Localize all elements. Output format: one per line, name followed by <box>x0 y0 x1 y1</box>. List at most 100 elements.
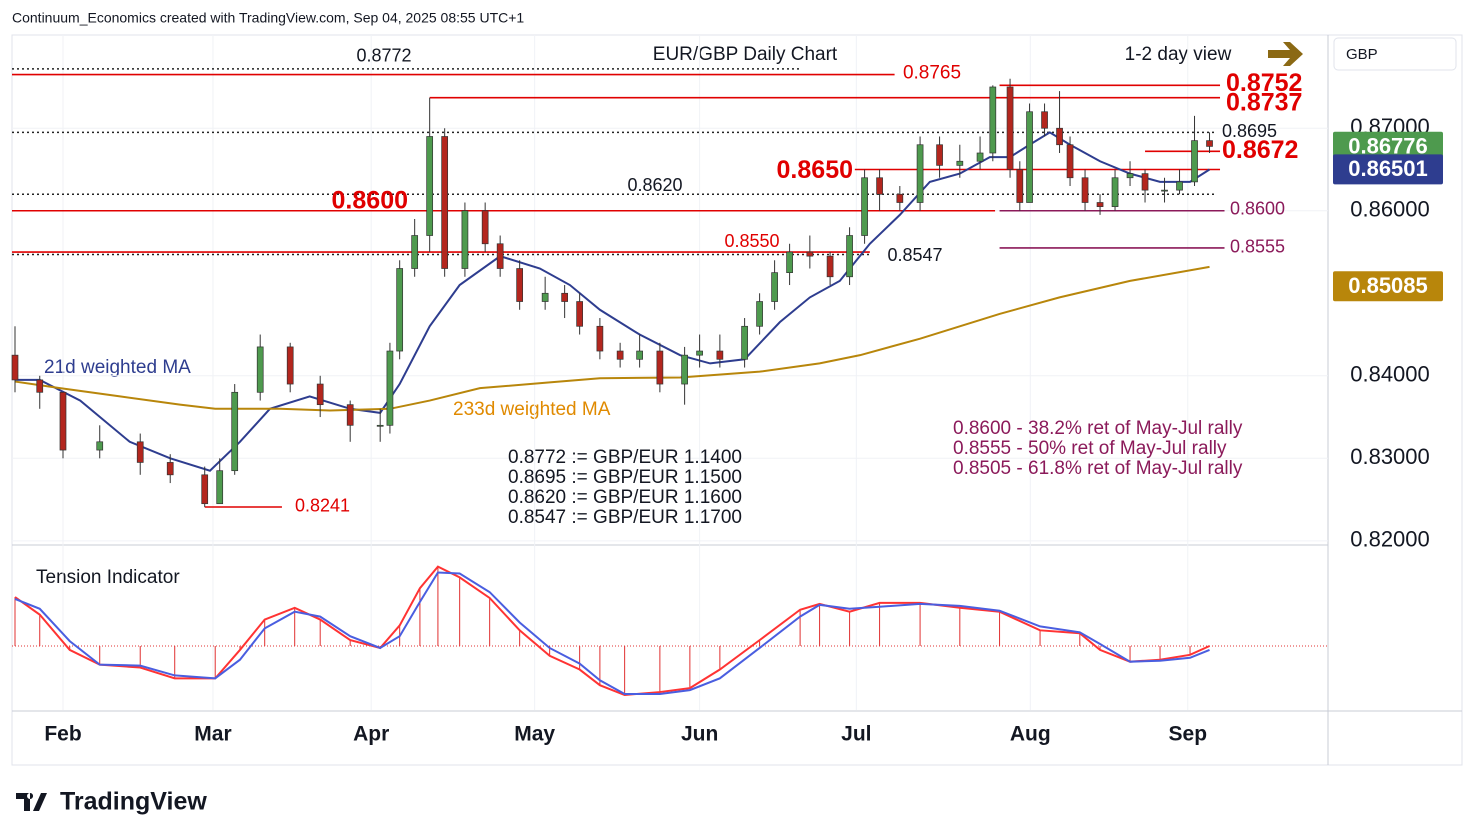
candle-body <box>916 144 924 203</box>
candle-body <box>696 350 703 356</box>
candle-body <box>286 346 294 385</box>
chart-title: EUR/GBP Daily Chart <box>653 44 838 65</box>
level-label: 0.8547 <box>887 245 942 265</box>
level-label: 0.8772 <box>356 46 411 66</box>
price-badge-label: 0.85085 <box>1348 273 1428 298</box>
candle-body <box>636 350 643 360</box>
candle-body <box>386 350 394 426</box>
y-tick-label: 0.82000 <box>1350 527 1430 552</box>
candle-body <box>1126 173 1134 179</box>
x-tick-label: Apr <box>353 723 389 746</box>
level-label: 0.8600 <box>1230 199 1285 219</box>
x-tick-label: Aug <box>1010 723 1051 746</box>
candle-body <box>956 160 964 166</box>
x-tick-label: Jul <box>841 723 871 746</box>
candle-body <box>496 243 504 269</box>
level-label: 0.8695 <box>1222 121 1277 141</box>
candle-body <box>989 86 997 154</box>
candle-body <box>681 354 688 385</box>
candle-body <box>806 251 814 257</box>
x-tick-label: Jun <box>681 723 718 746</box>
indicator-title: Tension Indicator <box>36 567 180 588</box>
candle-body <box>426 136 434 236</box>
candle-body <box>936 144 943 166</box>
price-badge <box>1333 271 1443 302</box>
note: 0.8547 := GBP/EUR 1.1700 <box>508 507 742 528</box>
candle-body <box>136 441 144 463</box>
candle-body <box>516 268 524 302</box>
y-tick-label: 0.84000 <box>1350 362 1430 387</box>
candle-body <box>976 152 984 162</box>
candle-body <box>166 462 174 476</box>
candle-body <box>441 136 449 269</box>
candle-body <box>716 350 724 360</box>
x-tick-label: May <box>514 723 555 746</box>
note: 0.8620 := GBP/EUR 1.1600 <box>508 487 742 508</box>
candle-body <box>1066 144 1074 179</box>
candle-body <box>36 379 44 393</box>
candle-body <box>1041 111 1048 129</box>
candle-body <box>1081 177 1089 203</box>
moving-average <box>14 265 1210 412</box>
candle-body <box>741 325 748 360</box>
x-tick-label: Sep <box>1169 723 1208 746</box>
candle-body <box>1056 127 1063 146</box>
moving-average <box>14 131 1211 472</box>
candle-body <box>1111 177 1119 207</box>
candle-body <box>216 470 224 505</box>
candle-body <box>561 292 568 302</box>
candle-body <box>96 441 104 451</box>
indicator-line <box>14 571 1210 696</box>
price-badge <box>1333 154 1443 185</box>
candle-body <box>316 383 324 406</box>
candle-body <box>826 255 834 278</box>
candle-body <box>346 404 354 426</box>
candle-body <box>771 272 778 302</box>
fib-note: 0.8600 - 38.2% ret of May-Jul rally <box>953 418 1243 439</box>
ma-label: 21d weighted MA <box>44 357 191 378</box>
candle-body <box>1006 86 1014 170</box>
price-badge-label: 0.86776 <box>1348 134 1428 159</box>
candle-body <box>1191 140 1198 183</box>
candle-body <box>461 210 469 269</box>
candle-body <box>256 346 264 393</box>
candle-body <box>1161 189 1168 192</box>
candle-body <box>376 424 384 427</box>
candle-body <box>576 301 583 327</box>
view-note: 1-2 day view <box>1125 44 1232 65</box>
note: 0.8695 := GBP/EUR 1.1500 <box>508 467 742 488</box>
currency-box <box>1333 37 1457 71</box>
candle-body <box>1026 111 1033 203</box>
y-tick-label: 0.83000 <box>1350 444 1430 469</box>
candle-body <box>786 251 793 273</box>
level-label: 0.8765 <box>903 63 961 84</box>
fib-note: 0.8555 - 50% ret of May-Jul rally <box>953 438 1227 459</box>
level-label: 0.8672 <box>1222 136 1298 164</box>
candle-body <box>896 193 904 203</box>
candle-body <box>59 391 67 451</box>
candle-body <box>876 177 883 195</box>
price-badge-label: 0.86501 <box>1348 156 1428 181</box>
candle-body <box>396 268 404 352</box>
y-tick-label: 0.86000 <box>1350 197 1430 222</box>
indicator-line <box>14 565 1210 697</box>
ma-label: 233d weighted MA <box>453 399 611 420</box>
brand: TradingView <box>60 788 207 816</box>
candle-body <box>481 210 489 245</box>
candle-body <box>861 177 868 236</box>
candle-body <box>541 292 549 302</box>
candle-body <box>756 301 763 327</box>
level-label: 0.8752 <box>1226 69 1302 97</box>
candle-body <box>201 474 209 505</box>
candle-body <box>1141 173 1149 191</box>
candle-body <box>1206 140 1213 147</box>
price-badge <box>1333 131 1443 162</box>
x-tick-label: Mar <box>194 723 231 746</box>
header: Continuum_Economics created with Trading… <box>12 10 524 26</box>
currency: GBP <box>1346 46 1378 63</box>
level-label: 0.8241 <box>295 496 350 516</box>
candle-body <box>11 354 19 381</box>
candle-body <box>1176 181 1183 191</box>
